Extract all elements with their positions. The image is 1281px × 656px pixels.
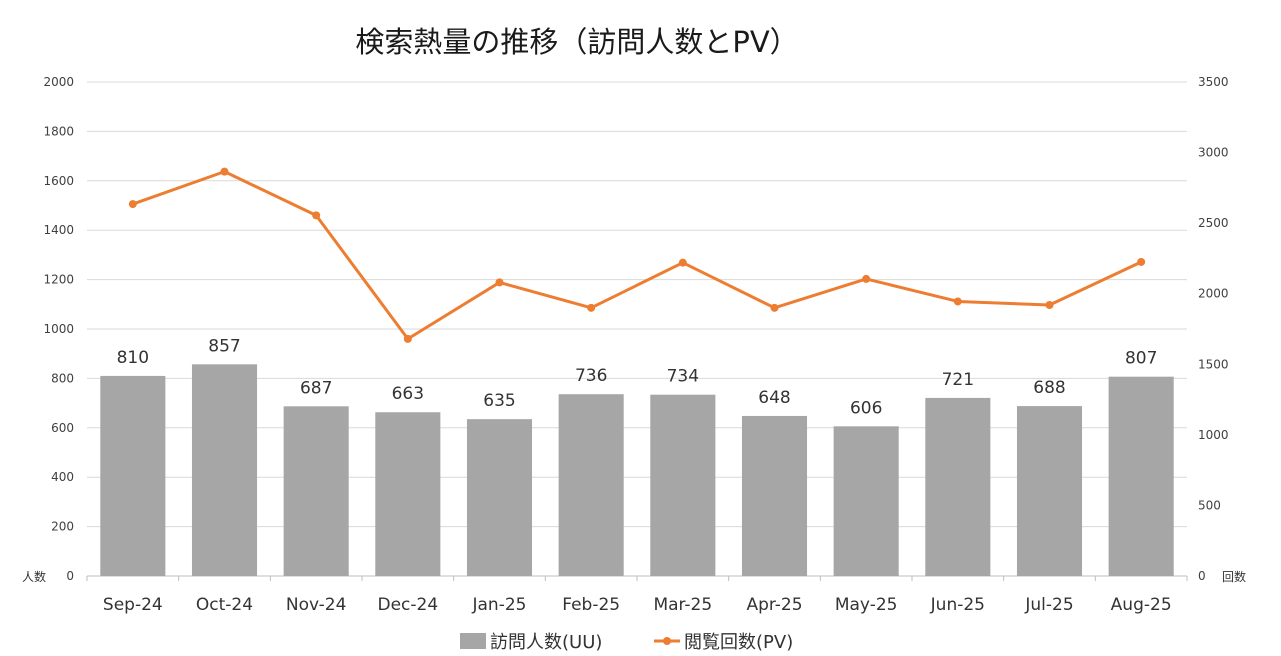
bar-series <box>100 364 1174 576</box>
pv-point <box>403 334 412 343</box>
x-axis-ticks: Sep-24 Oct-24 Nov-24 Dec-24 Jan-25 Feb-25 Mar-… <box>103 595 1172 615</box>
bar-data-label: 734 <box>667 367 699 387</box>
pv-point <box>1137 257 1146 266</box>
bar-data-label: 663 <box>392 384 424 404</box>
bar-data-label: 606 <box>850 398 882 418</box>
x-tick-label: Sep-24 <box>103 595 163 615</box>
left-tick-label: 1400 <box>43 223 74 237</box>
right-axis-label: 回数 <box>1222 569 1246 584</box>
legend-bar-swatch <box>460 633 486 649</box>
right-tick-label: 3000 <box>1198 146 1229 160</box>
pv-point <box>587 303 596 312</box>
bar-data-labels: 810 857 687 663 635 736 734 648 606 721 688 807 <box>117 336 1158 418</box>
pv-line <box>132 170 1142 341</box>
x-tick-label: Apr-25 <box>746 595 802 615</box>
chart-title: 検索熱量の推移（訪問人数とPV） <box>355 25 798 59</box>
bar-data-label: 857 <box>208 336 240 356</box>
pv-point <box>495 278 504 287</box>
legend-bar-label: 訪問人数(UU) <box>490 632 602 653</box>
bar-data-label: 721 <box>942 370 974 390</box>
legend-line-marker <box>663 637 671 645</box>
left-axis-ticks: 0 200 400 600 800 1000 1200 1400 1600 1800 2000 <box>43 75 74 583</box>
pv-point <box>770 303 779 312</box>
left-tick-label: 0 <box>66 569 74 583</box>
left-tick-label: 400 <box>51 470 74 484</box>
bar-data-label: 688 <box>1033 378 1065 398</box>
bar-data-label: 807 <box>1125 349 1157 369</box>
bar-data-label: 635 <box>483 391 515 411</box>
right-tick-label: 500 <box>1198 498 1221 512</box>
pv-point <box>862 274 871 283</box>
left-tick-label: 1200 <box>43 273 74 287</box>
x-tick-label: Aug-25 <box>1111 595 1172 615</box>
bar-data-label: 687 <box>300 378 332 398</box>
left-tick-label: 800 <box>51 371 74 385</box>
left-tick-label: 600 <box>51 421 74 435</box>
left-tick-label: 1800 <box>43 124 74 138</box>
right-axis-ticks: 0 500 1000 1500 2000 2500 3000 3500 <box>1198 75 1229 583</box>
right-tick-label: 3500 <box>1198 75 1229 89</box>
x-tick-label: May-25 <box>835 595 898 615</box>
right-tick-label: 1000 <box>1198 428 1229 442</box>
x-tick-label: Jul-25 <box>1024 595 1073 615</box>
bar <box>375 412 441 576</box>
right-tick-label: 2500 <box>1198 216 1229 230</box>
bar <box>925 397 991 576</box>
pv-point <box>128 200 137 209</box>
left-axis-label: 人数 <box>22 569 46 584</box>
x-tick-label: Feb-25 <box>562 595 620 615</box>
x-tick-label: Nov-24 <box>286 595 347 615</box>
x-tick-label: Jun-25 <box>930 595 985 615</box>
x-tick-label: Oct-24 <box>196 595 253 615</box>
left-tick-label: 1000 <box>43 322 74 336</box>
left-tick-label: 2000 <box>43 75 74 89</box>
bar <box>466 419 533 576</box>
bar <box>191 364 258 576</box>
bar <box>1108 376 1174 576</box>
right-tick-label: 0 <box>1198 569 1206 583</box>
legend: 訪問人数(UU) 閲覧回数(PV) <box>460 632 793 653</box>
pv-point <box>220 167 229 176</box>
legend-line-label: 閲覧回数(PV) <box>684 632 793 653</box>
x-tick-label: Jan-25 <box>472 595 527 615</box>
right-tick-label: 2000 <box>1198 287 1229 301</box>
pv-point <box>953 297 962 306</box>
gridlines <box>86 81 1188 581</box>
bar <box>283 406 349 576</box>
bar-data-label: 648 <box>758 388 790 408</box>
line-series <box>128 167 1146 343</box>
bar <box>650 394 716 576</box>
bar <box>1016 406 1083 576</box>
pv-point <box>1045 301 1054 310</box>
right-tick-label: 1500 <box>1198 357 1229 371</box>
pv-point <box>678 258 687 267</box>
bar <box>100 375 166 576</box>
bar-data-label: 736 <box>575 366 607 386</box>
x-tick-label: Mar-25 <box>653 595 712 615</box>
x-tick-label: Dec-24 <box>377 595 438 615</box>
bar <box>833 426 899 576</box>
bar <box>741 415 808 576</box>
bar <box>558 394 624 576</box>
bar-data-label: 810 <box>117 348 149 368</box>
left-tick-label: 200 <box>51 520 74 534</box>
left-tick-label: 1600 <box>43 174 74 188</box>
pv-point <box>312 211 321 220</box>
